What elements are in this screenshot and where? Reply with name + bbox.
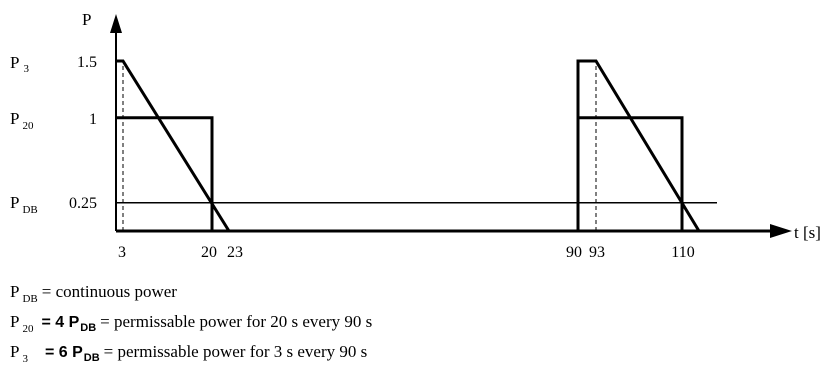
x-axis-label: t [s] bbox=[794, 223, 821, 242]
y-tick-name: P 20 bbox=[10, 109, 34, 132]
x-tick-label: 90 bbox=[566, 244, 582, 261]
x-axis-arrow bbox=[770, 224, 792, 238]
y-tick-label: 1.5 bbox=[77, 54, 97, 71]
legend-p3: P 3 = 6 PDB = permissable power for 3 s eve… bbox=[10, 342, 367, 365]
x-tick-label: 110 bbox=[671, 244, 694, 261]
y-axis-label: P bbox=[82, 10, 91, 29]
y-axis-arrow bbox=[110, 14, 122, 33]
y-tick-label: 1 bbox=[89, 111, 97, 128]
x-tick-label: 3 bbox=[118, 244, 126, 261]
y-tick-label: 0.25 bbox=[69, 195, 97, 212]
x-tick-label: 93 bbox=[589, 244, 605, 261]
x-tick-label: 20 bbox=[201, 244, 217, 261]
legend-p20: P 20 = 4 PDB = permissable power for 20 s e… bbox=[10, 312, 372, 335]
series-line bbox=[116, 116, 748, 233]
legend-pdb: P DB = continuous power bbox=[10, 282, 177, 305]
series-layer bbox=[116, 59, 748, 233]
y-tick-name: P DB bbox=[10, 193, 38, 216]
x-tick-label: 23 bbox=[227, 244, 243, 261]
